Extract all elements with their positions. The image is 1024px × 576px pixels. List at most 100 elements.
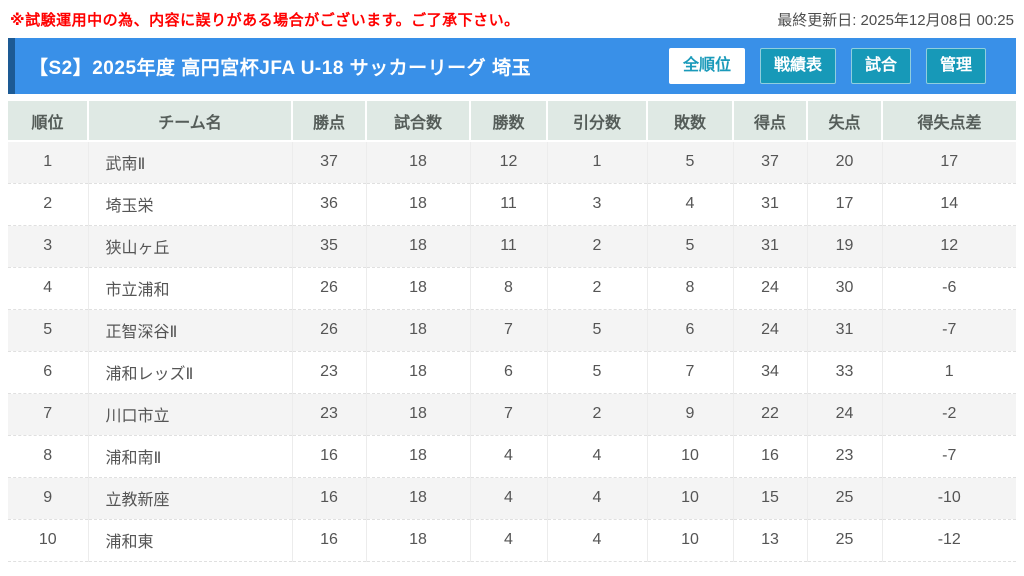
stat-cell: 3 — [546, 183, 647, 226]
team-name-cell: 埼玉栄 — [87, 183, 292, 226]
stat-cell: -6 — [881, 267, 1016, 310]
stat-cell: 18 — [365, 519, 470, 562]
last-updated-text: 最終更新日: 2025年12月08日 00:25 — [777, 12, 1014, 29]
stat-cell: 31 — [806, 309, 882, 352]
stat-cell: -10 — [881, 477, 1016, 520]
stat-cell: 1 — [881, 351, 1016, 394]
table-row: 9 立教新座 16 18 4 4 10 15 25 -10 — [8, 477, 1016, 520]
stat-cell: 16 — [291, 435, 366, 478]
stat-cell: 19 — [806, 225, 882, 268]
stat-cell: 1 — [546, 141, 647, 184]
stat-cell: 31 — [732, 225, 807, 268]
stat-cell: 9 — [646, 393, 733, 436]
team-name-cell: 武南Ⅱ — [87, 141, 292, 184]
table-row: 2 埼玉栄 36 18 11 3 4 31 17 14 — [8, 183, 1016, 226]
table-row: 6 浦和レッズⅡ 23 18 6 5 7 34 33 1 — [8, 351, 1016, 394]
stat-cell: 6 — [469, 351, 547, 394]
standings-header: 順位 チーム名 勝点 試合数 勝数 引分数 敗数 得点 失点 得失点差 — [8, 101, 1016, 142]
stat-cell: 24 — [732, 267, 807, 310]
stat-cell: 35 — [291, 225, 366, 268]
stat-cell: 11 — [469, 183, 547, 226]
table-row: 3 狭山ヶ丘 35 18 11 2 5 31 19 12 — [8, 225, 1016, 268]
column-header-5: 引分数 — [546, 101, 647, 142]
table-row: 4 市立浦和 26 18 8 2 8 24 30 -6 — [8, 267, 1016, 310]
stat-cell: 22 — [732, 393, 807, 436]
stat-cell: 17 — [806, 183, 882, 226]
tab-matches[interactable]: 試合 — [850, 48, 911, 84]
stat-cell: 23 — [291, 351, 366, 394]
stat-cell: 4 — [646, 183, 733, 226]
stat-cell: 33 — [806, 351, 882, 394]
stat-cell: 2 — [546, 225, 647, 268]
stat-cell: 4 — [469, 477, 547, 520]
standings-table: 順位 チーム名 勝点 試合数 勝数 引分数 敗数 得点 失点 得失点差 1 武南Ⅱ 37 18 12 1 5 3… — [8, 101, 1016, 562]
stat-cell: 7 — [646, 351, 733, 394]
column-header-1: チーム名 — [87, 101, 292, 142]
team-name-cell: 市立浦和 — [87, 267, 292, 310]
team-name-cell: 川口市立 — [87, 393, 292, 436]
stat-cell: 6 — [646, 309, 733, 352]
stat-cell: 6 — [8, 351, 88, 394]
stat-cell: 37 — [291, 141, 366, 184]
stat-cell: 25 — [806, 477, 882, 520]
stat-cell: 18 — [365, 435, 470, 478]
stat-cell: 16 — [291, 477, 366, 520]
team-name-cell: 浦和東 — [87, 519, 292, 562]
stat-cell: 10 — [8, 519, 88, 562]
standings-body: 1 武南Ⅱ 37 18 12 1 5 37 20 17 2 埼玉栄 36 18 11 3 4 31 17 14 3 狭山ヶ… — [8, 141, 1016, 562]
tab-all-rankings[interactable]: 全順位 — [668, 48, 745, 84]
stat-cell: 5 — [646, 141, 733, 184]
standings-header-row: 順位 チーム名 勝点 試合数 勝数 引分数 敗数 得点 失点 得失点差 — [8, 101, 1016, 142]
team-name-cell: 浦和南Ⅱ — [87, 435, 292, 478]
stat-cell: 5 — [8, 309, 88, 352]
stat-cell: 5 — [546, 351, 647, 394]
stat-cell: 2 — [546, 267, 647, 310]
stat-cell: 25 — [806, 519, 882, 562]
table-row: 5 正智深谷Ⅱ 26 18 7 5 6 24 31 -7 — [8, 309, 1016, 352]
stat-cell: 24 — [732, 309, 807, 352]
team-name-cell: 正智深谷Ⅱ — [87, 309, 292, 352]
stat-cell: 10 — [646, 519, 733, 562]
stat-cell: 3 — [8, 225, 88, 268]
stat-cell: 15 — [732, 477, 807, 520]
stat-cell: 13 — [732, 519, 807, 562]
league-header: 【S2】2025年度 高円宮杯JFA U-18 サッカーリーグ 埼玉 全順位 戦績… — [8, 38, 1016, 94]
stat-cell: 4 — [469, 435, 547, 478]
team-name-cell: 立教新座 — [87, 477, 292, 520]
column-header-0: 順位 — [8, 101, 88, 142]
trial-warning-text: ※試験運用中の為、内容に誤りがある場合がございます。ご了承下さい。 — [10, 12, 520, 29]
stat-cell: -7 — [881, 309, 1016, 352]
stat-cell: 7 — [469, 309, 547, 352]
table-row: 7 川口市立 23 18 7 2 9 22 24 -2 — [8, 393, 1016, 436]
stat-cell: 1 — [8, 141, 88, 184]
tab-admin[interactable]: 管理 — [925, 48, 986, 84]
stat-cell: 18 — [365, 351, 470, 394]
stat-cell: 26 — [291, 309, 366, 352]
header-tabs: 全順位 戦績表 試合 管理 — [668, 48, 986, 84]
stat-cell: 4 — [8, 267, 88, 310]
stat-cell: 4 — [546, 435, 647, 478]
stat-cell: -7 — [881, 435, 1016, 478]
stat-cell: 16 — [732, 435, 807, 478]
stat-cell: -2 — [881, 393, 1016, 436]
stat-cell: 10 — [646, 435, 733, 478]
stat-cell: 5 — [646, 225, 733, 268]
team-name-cell: 浦和レッズⅡ — [87, 351, 292, 394]
column-header-6: 敗数 — [646, 101, 733, 142]
stat-cell: 24 — [806, 393, 882, 436]
stat-cell: 7 — [469, 393, 547, 436]
team-name-cell: 狭山ヶ丘 — [87, 225, 292, 268]
stat-cell: 20 — [806, 141, 882, 184]
stat-cell: 31 — [732, 183, 807, 226]
stat-cell: 8 — [8, 435, 88, 478]
stat-cell: 5 — [546, 309, 647, 352]
stat-cell: 18 — [365, 309, 470, 352]
stat-cell: 2 — [546, 393, 647, 436]
stat-cell: 37 — [732, 141, 807, 184]
tab-win-loss-table[interactable]: 戦績表 — [759, 48, 836, 84]
stat-cell: 26 — [291, 267, 366, 310]
stat-cell: 9 — [8, 477, 88, 520]
column-header-4: 勝数 — [469, 101, 547, 142]
stat-cell: 17 — [881, 141, 1016, 184]
